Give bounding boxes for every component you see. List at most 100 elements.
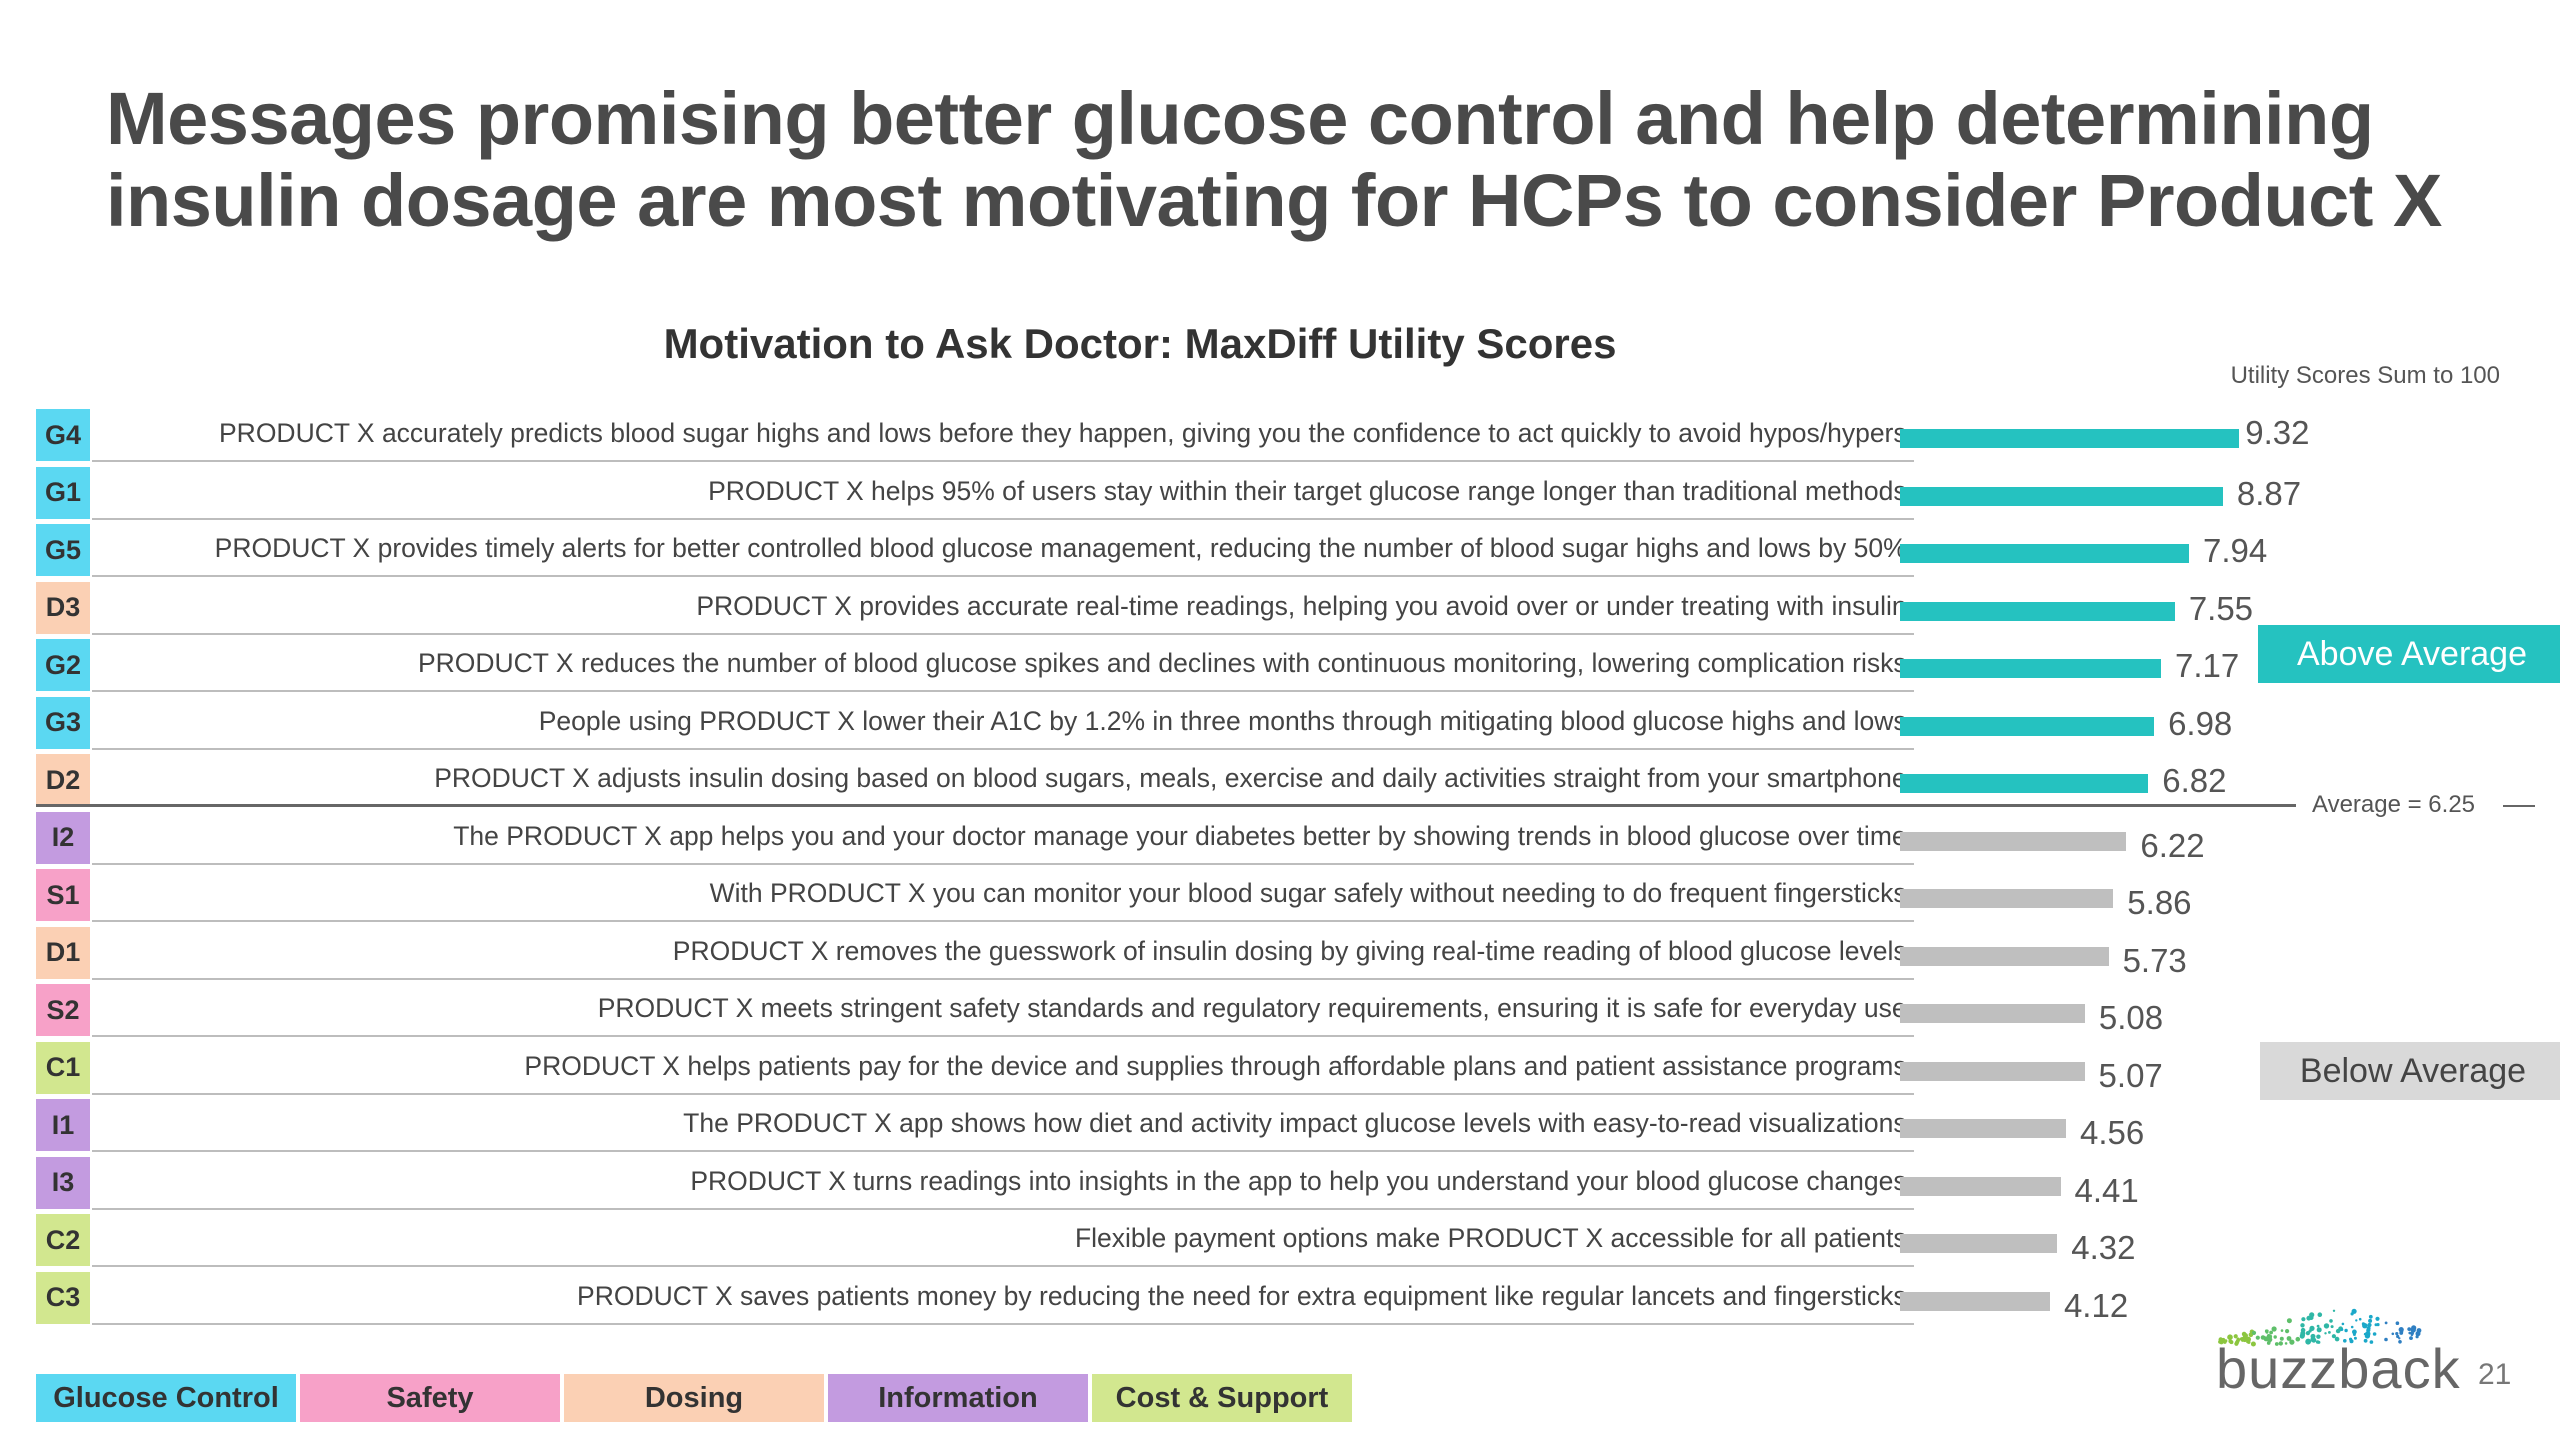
score-value-label: 4.41 xyxy=(2074,1171,2139,1209)
statement-label: People using PRODUCT X lower their A1C b… xyxy=(92,695,1914,750)
logo-dot xyxy=(2271,1326,2277,1332)
chart-title: Motivation to Ask Doctor: MaxDiff Utilit… xyxy=(663,320,1617,367)
chart-row: I1 The PRODUCT X app shows how diet and a… xyxy=(36,1097,2536,1155)
logo-dot xyxy=(2374,1323,2378,1327)
logo-dot xyxy=(2349,1337,2353,1341)
logo-dot xyxy=(2351,1308,2357,1314)
logo-dot xyxy=(2408,1331,2412,1335)
logo-dot xyxy=(2398,1327,2404,1333)
logo-dot xyxy=(2245,1336,2251,1342)
logo-dot xyxy=(2332,1309,2336,1312)
statement-label: The PRODUCT X app shows how diet and act… xyxy=(92,1097,1914,1152)
logo-dot xyxy=(2305,1331,2310,1336)
logo-dot xyxy=(2309,1325,2315,1331)
score-bar xyxy=(1900,1176,2061,1196)
logo-dot xyxy=(2350,1325,2354,1329)
score-value-label: 8.87 xyxy=(2236,474,2302,512)
logo-dot xyxy=(2384,1337,2388,1342)
logo-dot xyxy=(2273,1335,2277,1339)
logo-dot xyxy=(2409,1336,2413,1340)
statement-label: PRODUCT X provides accurate real-time re… xyxy=(92,580,1914,635)
logo-dot xyxy=(2280,1329,2284,1332)
slide-title: Messages promising better glucose contro… xyxy=(106,77,2442,242)
category-code-badge: I3 xyxy=(36,1156,90,1209)
logo-dot xyxy=(2323,1323,2330,1329)
category-legend: Glucose Control Safety Dosing Information Co… xyxy=(36,1374,1352,1422)
category-code-badge: D2 xyxy=(36,754,90,806)
logo-dot xyxy=(2365,1331,2371,1337)
category-code-badge: G3 xyxy=(36,696,90,749)
logo-dot xyxy=(2218,1337,2223,1342)
logo-dot xyxy=(2310,1333,2316,1339)
score-value-label: 5.86 xyxy=(2127,884,2192,921)
score-bar xyxy=(1900,486,2223,506)
score-bar xyxy=(1900,889,2114,908)
logo-dot xyxy=(2278,1341,2283,1346)
legend-item-safety: Safety xyxy=(300,1374,560,1422)
logo-dot xyxy=(2236,1337,2240,1341)
logo-dot xyxy=(2335,1328,2341,1334)
category-code-badge: C1 xyxy=(36,1041,90,1094)
logo-text: buzzback xyxy=(2216,1337,2461,1400)
statement-label: PRODUCT X helps patients pay for the dev… xyxy=(92,1040,1914,1095)
chart-note: Utility Scores Sum to 100 xyxy=(2230,362,2500,389)
logo-dot xyxy=(2340,1328,2344,1331)
logo-dot xyxy=(2330,1325,2334,1329)
score-value-label: 6.98 xyxy=(2168,704,2233,742)
statement-label: Flexible payment options make PRODUCT X … xyxy=(92,1212,1914,1267)
logo-dot xyxy=(2368,1318,2373,1323)
logo-dot xyxy=(2269,1330,2273,1335)
logo-dot xyxy=(2363,1332,2367,1336)
average-label: Average = 6.25 xyxy=(2312,791,2476,818)
category-code-badge: D1 xyxy=(36,926,90,979)
score-bar xyxy=(1900,1004,2085,1023)
logo-dot xyxy=(2264,1337,2268,1341)
logo-dot xyxy=(2363,1338,2368,1343)
score-value-label: 7.17 xyxy=(2174,647,2240,684)
legend-item-cost: Cost & Support xyxy=(1092,1374,1352,1422)
category-code-badge: I2 xyxy=(36,811,90,864)
chart-rows: G4 PRODUCT X accurately predicts blood su… xyxy=(36,407,2536,1327)
score-bar xyxy=(1900,716,2155,736)
statement-label: PRODUCT X accurately predicts blood suga… xyxy=(92,407,1914,462)
statement-label: PRODUCT X reduces the number of blood gl… xyxy=(92,637,1914,692)
logo-dot xyxy=(2316,1334,2321,1339)
chart-row: S2 PRODUCT X meets stringent safety stand… xyxy=(36,982,2536,1040)
logo-dot xyxy=(2305,1339,2311,1345)
chart-row: I2 The PRODUCT X app helps you and your d… xyxy=(36,810,2536,868)
category-code-badge: G1 xyxy=(36,466,90,519)
statement-label: PRODUCT X helps 95% of users stay within… xyxy=(92,465,1914,520)
logo-dot xyxy=(2255,1335,2260,1340)
logo-dot xyxy=(2362,1323,2368,1329)
statement-label: PRODUCT X adjusts insulin dosing based o… xyxy=(92,752,1914,807)
logo-dot xyxy=(2355,1319,2358,1322)
statement-label: With PRODUCT X you can monitor your bloo… xyxy=(92,867,1914,922)
logo-dot xyxy=(2241,1339,2244,1342)
chart-row: G3 People using PRODUCT X lower their A1C… xyxy=(36,695,2536,753)
average-line-end xyxy=(2503,805,2535,807)
logo-dot xyxy=(2264,1329,2269,1333)
logo-dot xyxy=(2407,1327,2412,1331)
logo-dot xyxy=(2341,1322,2345,1326)
logo-dot xyxy=(2317,1327,2322,1332)
logo-dot xyxy=(2367,1322,2372,1328)
score-value-label: 5.08 xyxy=(2098,999,2164,1036)
logo-dot xyxy=(2251,1330,2257,1335)
chart-row: G5 PRODUCT X provides timely alerts for b… xyxy=(36,522,2536,580)
logo-dot xyxy=(2324,1332,2327,1335)
logo-dot xyxy=(2344,1328,2348,1333)
chart-row: D1 PRODUCT X removes the guesswork of ins… xyxy=(36,925,2536,983)
logo-dot xyxy=(2300,1323,2305,1328)
logo-dot xyxy=(2372,1332,2377,1336)
page-number: 21 xyxy=(2478,1358,2512,1391)
score-value-label: 9.32 xyxy=(2245,414,2310,451)
logo-dot xyxy=(2289,1339,2295,1345)
score-value-label: 5.07 xyxy=(2098,1056,2163,1094)
logo-dot xyxy=(2301,1317,2306,1322)
legend-item-glucose: Glucose Control xyxy=(36,1374,296,1422)
score-value-label: 6.82 xyxy=(2162,762,2227,799)
logo-dot xyxy=(2375,1316,2380,1321)
logo-dot xyxy=(2398,1340,2402,1344)
chart-row: S1 With PRODUCT X you can monitor your bl… xyxy=(36,867,2536,925)
score-value-label: 6.22 xyxy=(2140,826,2205,864)
